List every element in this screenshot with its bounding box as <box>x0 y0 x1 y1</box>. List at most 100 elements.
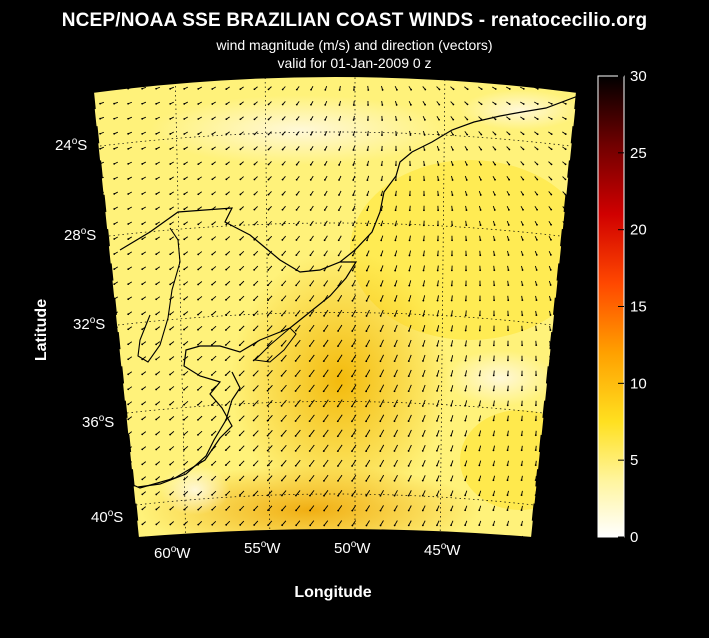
wind-vector-head <box>267 494 269 497</box>
wind-vector <box>562 310 566 316</box>
wind-vector-head <box>183 283 186 286</box>
wind-vector <box>408 399 412 407</box>
wind-vector-head <box>238 359 241 362</box>
wind-vector <box>253 460 259 466</box>
wind-vector <box>337 369 343 377</box>
wind-vector <box>239 490 245 496</box>
wind-vector-head <box>141 358 144 361</box>
wind-vector-head <box>492 524 495 527</box>
wind-vector <box>394 399 398 407</box>
wind-vector-head <box>521 374 523 377</box>
wind-vector <box>86 207 90 209</box>
wind-vector-head <box>393 479 396 482</box>
wind-vector-head <box>337 345 339 348</box>
wind-vector <box>86 447 89 449</box>
wind-vector-head <box>155 388 158 391</box>
wind-vector <box>366 309 370 317</box>
wind-vector-head <box>322 375 325 378</box>
wind-vector-head <box>280 404 283 407</box>
wind-vector-head <box>267 148 270 151</box>
wind-vector-head <box>238 329 241 332</box>
wind-vector-head <box>548 524 551 526</box>
wind-vector <box>422 535 426 538</box>
frame-tick <box>538 434 545 453</box>
wind-vector <box>338 280 342 286</box>
wind-vector-head <box>239 539 241 541</box>
wind-vector <box>408 280 412 286</box>
frame-tick <box>545 366 552 384</box>
wind-vector-head <box>169 87 172 90</box>
wind-vector-head <box>281 103 284 106</box>
wind-vector <box>450 445 454 451</box>
wind-vector-head <box>225 479 227 481</box>
wind-vector-head <box>337 284 340 287</box>
wind-vector-head <box>294 479 297 482</box>
wind-vector-head <box>393 314 396 317</box>
wind-vector-head <box>225 178 228 181</box>
wind-vector <box>408 324 412 332</box>
wind-vector-head <box>379 405 382 408</box>
wind-vector-head <box>266 314 269 317</box>
wind-vector <box>100 296 104 300</box>
wind-vector-head <box>99 343 102 346</box>
wind-vector <box>309 459 315 467</box>
x-axis-label: Longitude <box>294 584 371 601</box>
wind-vector-head <box>577 404 578 406</box>
wind-vector-head <box>197 208 200 211</box>
colorbar-tick-label: 10 <box>630 375 647 392</box>
wind-vector-head <box>322 405 325 408</box>
wind-vector-head <box>550 102 553 105</box>
wind-vector <box>197 370 203 376</box>
wind-vector-head <box>267 238 270 241</box>
wind-vector <box>323 369 329 377</box>
wind-vector-head <box>294 435 297 437</box>
wind-vector <box>337 324 343 332</box>
frame-tick <box>542 400 549 419</box>
wind-vector-head <box>113 208 116 210</box>
wind-vector <box>239 325 245 331</box>
wind-vector-head <box>323 239 326 242</box>
wind-vector-head <box>281 509 283 512</box>
wind-vector-head <box>379 315 382 317</box>
wind-vector-head <box>280 374 283 377</box>
wind-vector-head <box>520 434 523 437</box>
wind-vector-head <box>183 328 185 331</box>
wind-vector-head <box>507 359 509 362</box>
wind-vector-head <box>394 209 397 212</box>
wind-vector-head <box>211 118 214 120</box>
wind-vector <box>253 400 259 406</box>
wind-vector-head <box>169 418 171 421</box>
wind-vector <box>323 444 329 452</box>
wind-vector <box>309 429 315 437</box>
wind-vector-head <box>183 87 186 90</box>
wind-vector-head <box>308 479 311 482</box>
frame-tick <box>574 91 580 110</box>
wind-vector-head <box>437 224 439 227</box>
wind-vector-head <box>352 164 355 166</box>
wind-vector-head <box>337 479 339 482</box>
wind-vector <box>295 280 301 286</box>
colorbar-tick-label: 30 <box>630 68 647 85</box>
wind-vector <box>365 459 371 467</box>
wind-vector <box>225 430 231 436</box>
wind-vector-head <box>437 194 440 197</box>
wind-vector-head <box>280 434 283 437</box>
wind-vector-head <box>239 314 241 316</box>
wind-vector-head <box>365 405 367 408</box>
wind-vector-head <box>352 224 354 227</box>
frame-tick <box>553 297 559 316</box>
wind-vector-head <box>464 299 467 302</box>
wind-vector-head <box>464 494 467 497</box>
wind-vector-head <box>536 163 539 166</box>
wind-vector-head <box>127 223 130 225</box>
wind-vector-head <box>309 314 311 317</box>
wind-vector-head <box>351 254 354 257</box>
wind-vector <box>86 402 89 404</box>
wind-vector-head <box>309 254 312 257</box>
wind-vector-head <box>337 314 340 317</box>
wind-vector <box>239 355 245 361</box>
wind-vector <box>86 522 89 524</box>
wind-vector-head <box>211 163 214 166</box>
wind-vector-head <box>323 179 326 181</box>
